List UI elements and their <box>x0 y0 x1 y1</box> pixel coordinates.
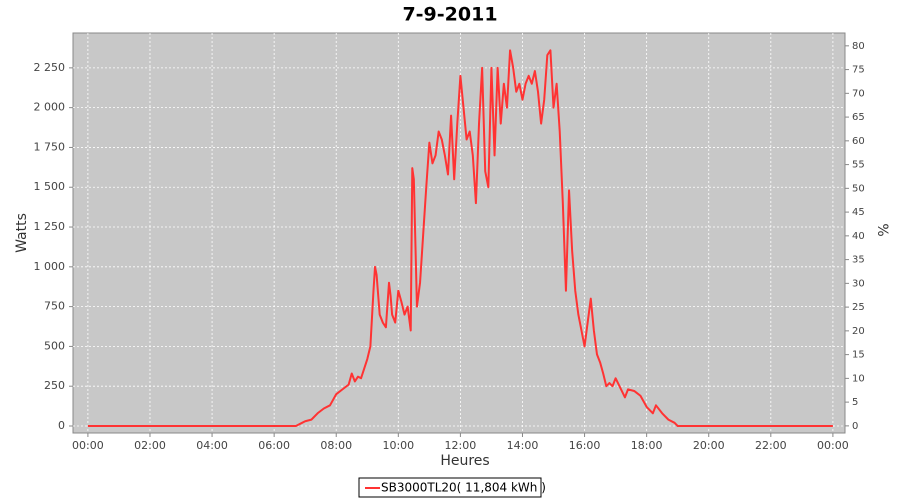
x-tick-label: 18:00 <box>631 439 663 452</box>
y-tick-label: 1 000 <box>34 260 66 273</box>
y2-tick-label: 0 <box>852 421 858 432</box>
x-tick-label: 20:00 <box>693 439 725 452</box>
x-tick-label: 22:00 <box>755 439 787 452</box>
x-tick-label: 06:00 <box>258 439 290 452</box>
y2-tick-label: 80 <box>852 41 865 52</box>
y-tick-label: 1 250 <box>34 220 66 233</box>
x-tick-label: 12:00 <box>445 439 477 452</box>
y-tick-label: 2 250 <box>34 61 66 74</box>
y2-tick-label: 10 <box>852 373 865 384</box>
y2-axis-title: % <box>874 223 890 236</box>
x-tick-label: 02:00 <box>134 439 166 452</box>
x-tick-label: 14:00 <box>507 439 539 452</box>
y-tick-label: 1 500 <box>34 180 66 193</box>
y2-tick-label: 50 <box>852 183 865 194</box>
line-series <box>87 49 833 427</box>
y-tick-label: 250 <box>44 379 65 392</box>
y2-tick-label: 40 <box>852 231 865 242</box>
x-tick-label: 10:00 <box>382 439 414 452</box>
y-tick-label: 0 <box>58 419 65 432</box>
y2-tick-label: 70 <box>852 88 865 99</box>
x-tick-label: 08:00 <box>320 439 352 452</box>
y2-tick-label: 60 <box>852 136 865 147</box>
y2-tick-label: 45 <box>852 207 865 218</box>
y2-tick-label: 35 <box>852 255 865 266</box>
y2-tick-label: 75 <box>852 65 865 76</box>
x-tick-label: 00:00 <box>817 439 849 452</box>
y2-tick-label: 20 <box>852 326 865 337</box>
legend-label: SB3000TL20( 11,804 kWh ) <box>381 481 546 495</box>
x-axis-title: Heures <box>440 453 489 469</box>
y-tick-label: 750 <box>44 300 65 313</box>
y2-tick-label: 30 <box>852 278 865 289</box>
y2-tick-label: 25 <box>852 302 865 313</box>
y2-tick-label: 65 <box>852 112 865 123</box>
x-tick-label: 16:00 <box>569 439 601 452</box>
x-tick-label: 04:00 <box>196 439 228 452</box>
y2-tick-label: 55 <box>852 160 865 171</box>
y-tick-label: 1 750 <box>34 140 66 153</box>
x-tick-label: 00:00 <box>72 439 104 452</box>
y2-tick-label: 5 <box>852 397 858 408</box>
legend <box>358 477 542 498</box>
chart-title: 7-9-2011 <box>402 4 497 26</box>
y-tick-label: 500 <box>44 339 65 352</box>
y-tick-label: 2 000 <box>34 101 66 114</box>
y2-tick-label: 15 <box>852 350 865 361</box>
y-axis-title: Watts <box>14 213 30 253</box>
